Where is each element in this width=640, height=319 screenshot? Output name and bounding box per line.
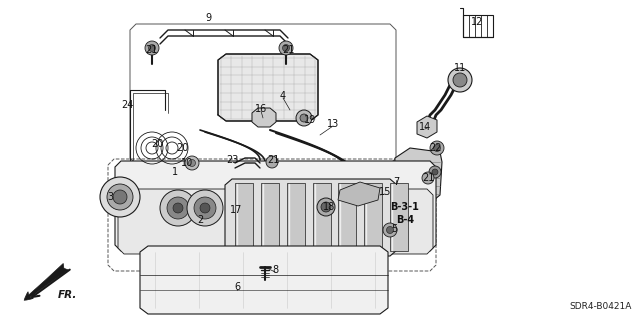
Text: 23: 23 (226, 155, 238, 165)
Circle shape (383, 223, 397, 237)
Text: 9: 9 (205, 13, 211, 23)
Text: 18: 18 (323, 202, 335, 212)
Circle shape (448, 68, 472, 92)
Text: 22: 22 (429, 143, 442, 153)
Text: 21: 21 (145, 45, 157, 55)
Circle shape (160, 190, 196, 226)
Text: B-4: B-4 (396, 215, 414, 225)
Circle shape (113, 190, 127, 204)
Circle shape (194, 197, 216, 219)
Circle shape (433, 145, 440, 152)
Polygon shape (218, 54, 318, 121)
Bar (312, 183, 330, 251)
Polygon shape (393, 148, 442, 205)
Circle shape (266, 156, 278, 168)
Circle shape (387, 226, 394, 234)
Text: 8: 8 (272, 265, 278, 275)
Polygon shape (115, 161, 436, 251)
Circle shape (429, 166, 441, 178)
Circle shape (167, 197, 189, 219)
Text: 17: 17 (230, 205, 242, 215)
Circle shape (200, 203, 210, 213)
Circle shape (107, 184, 133, 210)
Bar (463, 15, 493, 37)
Circle shape (100, 177, 140, 217)
Text: 16: 16 (255, 104, 267, 114)
Text: 4: 4 (280, 91, 286, 101)
Text: 12: 12 (471, 17, 483, 27)
Circle shape (189, 160, 195, 167)
Bar (287, 183, 305, 251)
Bar (261, 183, 279, 251)
Text: 14: 14 (419, 122, 431, 132)
Text: 11: 11 (454, 63, 466, 73)
Text: 20: 20 (176, 143, 188, 153)
Text: 5: 5 (391, 224, 397, 234)
Bar (364, 183, 382, 251)
Circle shape (282, 44, 289, 51)
Bar (339, 183, 356, 251)
Circle shape (317, 198, 335, 216)
Text: B-3-1: B-3-1 (390, 202, 419, 212)
Polygon shape (338, 182, 380, 206)
Text: 6: 6 (234, 282, 240, 292)
Circle shape (187, 190, 223, 226)
Polygon shape (417, 116, 437, 138)
Circle shape (422, 172, 434, 184)
Circle shape (321, 202, 331, 212)
Text: SDR4-B0421A: SDR4-B0421A (570, 302, 632, 311)
Text: 21: 21 (267, 155, 279, 165)
Circle shape (430, 141, 444, 155)
Circle shape (185, 156, 199, 170)
Text: 15: 15 (379, 187, 391, 197)
Circle shape (148, 44, 156, 51)
Circle shape (145, 41, 159, 55)
Text: 7: 7 (393, 177, 399, 187)
Text: 10: 10 (181, 158, 193, 168)
Text: 21: 21 (422, 173, 434, 183)
Bar (390, 183, 408, 251)
Circle shape (453, 73, 467, 87)
Circle shape (296, 110, 312, 126)
Text: 19: 19 (304, 115, 316, 125)
Circle shape (279, 41, 293, 55)
Text: 24: 24 (121, 100, 133, 110)
Text: 21: 21 (282, 45, 294, 55)
Text: FR.: FR. (58, 290, 77, 300)
Polygon shape (140, 246, 388, 314)
Polygon shape (118, 189, 433, 254)
Text: 20: 20 (151, 139, 163, 149)
Polygon shape (225, 179, 397, 256)
Text: 13: 13 (327, 119, 339, 129)
Bar (235, 183, 253, 251)
Circle shape (300, 114, 308, 122)
Text: 3: 3 (107, 192, 113, 202)
Text: 2: 2 (197, 215, 203, 225)
Circle shape (173, 203, 183, 213)
Text: 1: 1 (172, 167, 178, 177)
Polygon shape (252, 108, 276, 127)
Circle shape (432, 169, 438, 175)
